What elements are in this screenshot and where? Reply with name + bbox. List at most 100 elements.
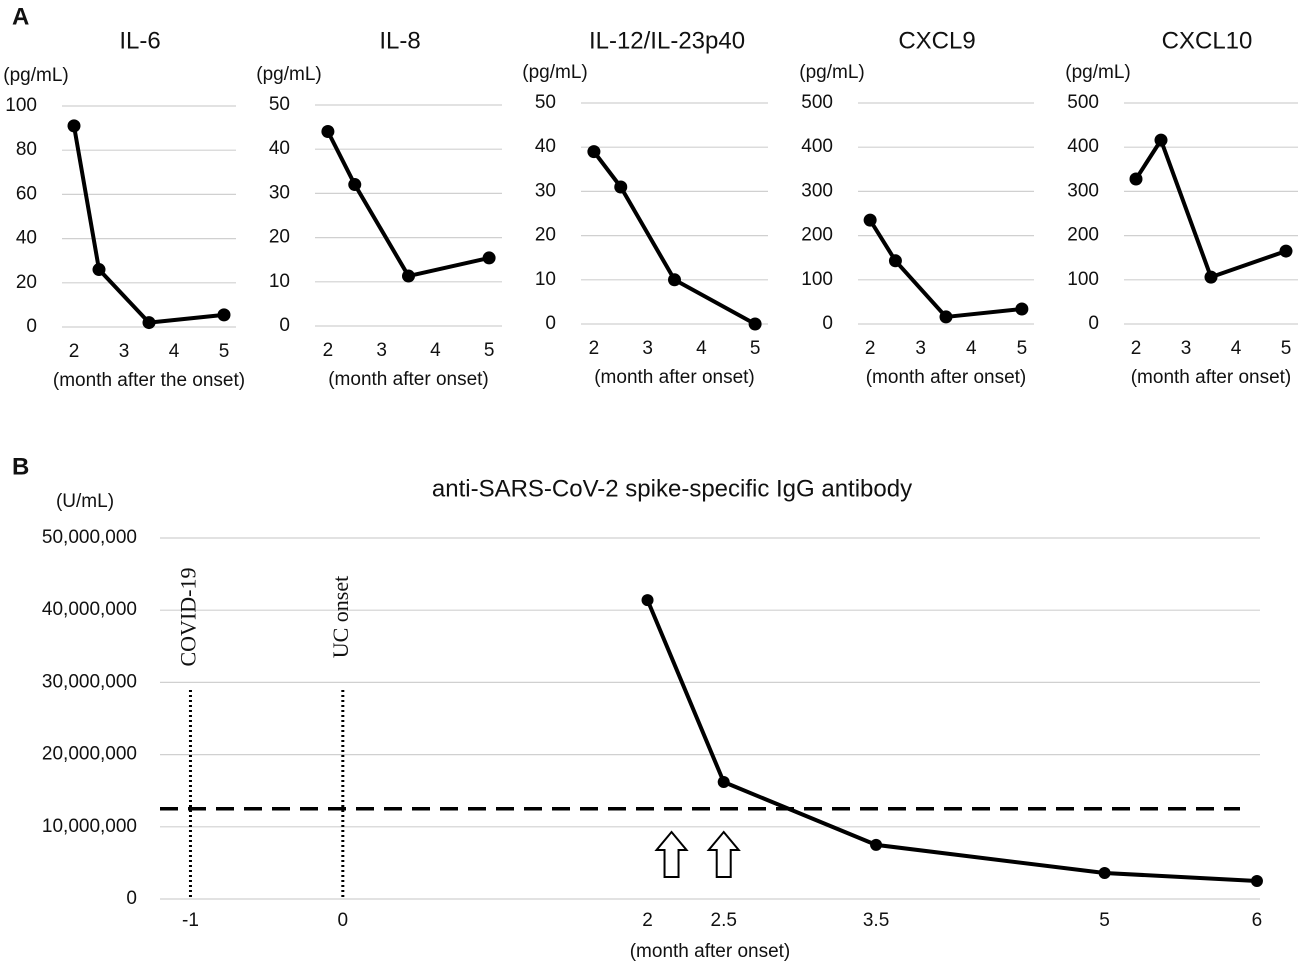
data-point <box>402 269 415 283</box>
y-tick-label: 40 <box>16 228 37 249</box>
panel-label: A <box>12 3 29 30</box>
y-tick-label: 20 <box>16 272 37 293</box>
y-axis-label: (pg/mL) <box>3 65 68 86</box>
y-tick-label: 500 <box>1067 92 1099 113</box>
data-point <box>1154 133 1168 147</box>
data-point <box>1015 302 1029 316</box>
x-axis-label: (month after onset) <box>1131 367 1292 388</box>
x-tick-label: 2 <box>69 341 80 362</box>
y-tick-label: 20 <box>535 225 556 246</box>
x-tick-label: 2 <box>589 338 600 359</box>
y-tick-label: 200 <box>801 225 833 246</box>
y-tick-label: 200 <box>1067 225 1099 246</box>
y-tick-label: 0 <box>822 313 833 334</box>
x-tick-label: 3 <box>376 340 387 361</box>
x-tick-label: 3 <box>915 338 926 359</box>
x-tick-label: 4 <box>430 340 441 361</box>
data-line <box>645 599 1258 883</box>
panel-label: B <box>12 453 29 480</box>
x-tick-label: 5 <box>1099 910 1110 931</box>
chart-title: CXCL9 <box>898 27 975 54</box>
data-point <box>717 776 730 789</box>
data-line <box>592 150 757 326</box>
x-axis-label: (month after onset) <box>328 369 489 390</box>
x-tick-label: 2 <box>323 340 334 361</box>
x-tick-label: 5 <box>1017 338 1028 359</box>
x-axis-label: (month after onset) <box>594 367 755 388</box>
x-tick-label: 4 <box>696 338 707 359</box>
x-tick-label: 4 <box>169 341 180 362</box>
y-tick-label: 50 <box>269 94 290 115</box>
y-axis-label: (pg/mL) <box>1065 62 1130 83</box>
treatment-arrow <box>654 830 689 878</box>
y-tick-label: 0 <box>1088 313 1099 334</box>
data-point <box>641 594 654 607</box>
data-point <box>939 310 953 324</box>
y-tick-label: 80 <box>16 139 37 160</box>
y-tick-label: 20,000,000 <box>42 744 137 765</box>
data-point <box>587 145 601 159</box>
data-point <box>888 254 902 268</box>
x-tick-label: 4 <box>1231 338 1242 359</box>
chart-title: CXCL10 <box>1162 27 1253 54</box>
data-point <box>348 178 362 192</box>
y-axis-label: (U/mL) <box>56 491 114 512</box>
treatment-arrow <box>706 830 741 878</box>
x-tick-label: 3 <box>642 338 653 359</box>
y-tick-label: 400 <box>801 136 833 157</box>
data-point <box>614 180 628 194</box>
y-tick-label: 40 <box>535 136 556 157</box>
x-tick-label: 0 <box>338 910 349 931</box>
data-point <box>92 263 106 277</box>
x-axis-label: (month after onset) <box>630 941 791 962</box>
event-label: UC onset <box>328 576 353 659</box>
x-tick-label: 3 <box>119 341 130 362</box>
x-tick-label: 2 <box>642 910 653 931</box>
chart-title: IL-8 <box>379 27 420 54</box>
data-point <box>217 308 231 322</box>
data-point <box>668 273 681 287</box>
x-axis-label: (month after onset) <box>866 367 1027 388</box>
y-tick-label: 400 <box>1067 136 1099 157</box>
data-point <box>1129 172 1143 186</box>
x-tick-label: 6 <box>1252 910 1263 931</box>
y-tick-label: 0 <box>26 316 37 337</box>
y-tick-label: 0 <box>545 313 556 334</box>
event-label: COVID-19 <box>176 568 201 667</box>
data-point <box>321 125 335 139</box>
x-tick-label: 3.5 <box>863 910 889 931</box>
y-tick-label: 100 <box>1067 269 1099 290</box>
data-line <box>868 219 1023 319</box>
data-point <box>863 213 877 227</box>
x-tick-label: 2 <box>865 338 876 359</box>
x-tick-label: 5 <box>219 341 230 362</box>
y-tick-label: 40,000,000 <box>42 599 137 620</box>
y-tick-label: 30 <box>535 180 556 201</box>
y-tick-label: 300 <box>801 180 833 201</box>
y-tick-label: 60 <box>16 183 37 204</box>
y-tick-label: 100 <box>801 269 833 290</box>
x-tick-label: 2 <box>1131 338 1142 359</box>
data-line <box>72 125 225 325</box>
y-tick-label: 10 <box>535 269 556 290</box>
data-point <box>870 838 883 851</box>
y-axis-label: (pg/mL) <box>522 62 587 83</box>
x-tick-label: 5 <box>484 340 495 361</box>
data-line <box>1134 138 1287 280</box>
chart-title: anti-SARS-CoV-2 spike-specific IgG antib… <box>432 475 912 502</box>
x-axis-label: (month after the onset) <box>53 370 245 391</box>
data-point <box>142 316 156 330</box>
y-tick-label: 100 <box>5 95 37 116</box>
x-tick-label: 5 <box>750 338 761 359</box>
y-axis-label: (pg/mL) <box>799 62 864 83</box>
y-tick-label: 20 <box>269 227 290 248</box>
y-tick-label: 10 <box>269 271 290 292</box>
data-point <box>482 251 496 265</box>
chart-title: IL-12/IL-23p40 <box>589 27 745 54</box>
y-tick-label: 0 <box>279 315 290 336</box>
data-point <box>1279 244 1293 258</box>
data-point <box>1204 270 1218 284</box>
chart-title: IL-6 <box>119 27 160 54</box>
y-tick-label: 30 <box>269 182 290 203</box>
